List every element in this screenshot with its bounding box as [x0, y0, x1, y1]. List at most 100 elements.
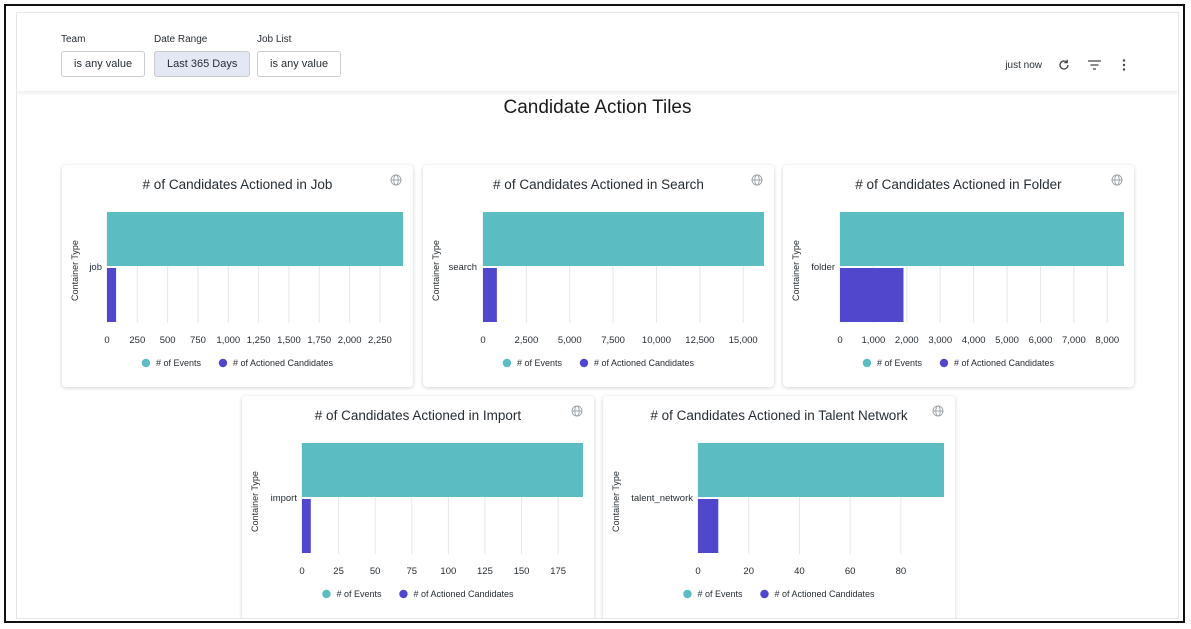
- actioned-candidates-bar[interactable]: [698, 499, 719, 553]
- x-tick-label: 1,500: [277, 335, 301, 346]
- legend-swatch: [862, 358, 872, 368]
- refresh-icon[interactable]: [1056, 57, 1072, 73]
- legend-swatch: [502, 358, 512, 368]
- y-axis-title: Container Type: [250, 471, 260, 532]
- filter-team: Team is any value: [61, 33, 146, 77]
- category-label-import: import: [271, 493, 298, 504]
- x-tick-label: 1,750: [307, 335, 331, 346]
- category-label-talent-network: talent_network: [631, 493, 693, 504]
- legend-swatch: [141, 358, 151, 368]
- filter-team-button[interactable]: is any value: [61, 51, 146, 77]
- chart-svg: # of Candidates Actioned in Folder folder…: [791, 174, 1124, 368]
- legend-item-of-actioned-candidates[interactable]: # of Actioned Candidates: [218, 358, 334, 368]
- x-tick-label: 12,500: [685, 335, 714, 346]
- category-label-search: search: [448, 262, 477, 273]
- x-tick-label: 750: [190, 335, 206, 346]
- x-tick-label: 0: [480, 335, 485, 346]
- chart-legend: # of Events # of Actioned Candidates: [862, 358, 1055, 368]
- actioned-candidates-bar[interactable]: [840, 268, 904, 322]
- chart-title: # of Candidates Actioned in Talent Netwo…: [650, 408, 907, 423]
- globe-icon[interactable]: [571, 405, 583, 417]
- category-label-job: job: [88, 262, 102, 273]
- tile-import: # of Candidates Actioned in Import import…: [242, 396, 594, 618]
- events-bar[interactable]: [107, 212, 403, 266]
- legend-label: # of Events: [156, 358, 202, 368]
- legend-label: # of Events: [517, 358, 563, 368]
- filter-date-range-label: Date Range: [154, 34, 208, 45]
- legend-swatch: [399, 589, 408, 599]
- chart-title: # of Candidates Actioned in Import: [315, 408, 522, 423]
- x-tick-label: 2,250: [368, 335, 392, 346]
- last-updated-status: just now: [1005, 59, 1042, 71]
- legend-swatch: [683, 589, 692, 599]
- dashboard-title: Candidate Action Tiles: [503, 97, 692, 118]
- chart-title: # of Candidates Actioned in Search: [493, 177, 704, 192]
- legend-item-of-actioned-candidates[interactable]: # of Actioned Candidates: [760, 589, 875, 599]
- legend-item-of-actioned-candidates[interactable]: # of Actioned Candidates: [399, 589, 514, 599]
- x-tick-label: 1,000: [216, 335, 240, 346]
- x-tick-label: 2,000: [895, 335, 919, 346]
- x-tick-label: 0: [299, 566, 304, 577]
- x-tick-label: 0: [695, 566, 700, 577]
- events-bar[interactable]: [302, 443, 583, 497]
- chart-svg: # of Candidates Actioned in Job job Contai…: [70, 174, 403, 368]
- events-bar[interactable]: [698, 443, 944, 497]
- legend-label: # of Actioned Candidates: [594, 358, 695, 368]
- legend-item-of-actioned-candidates[interactable]: # of Actioned Candidates: [939, 358, 1055, 368]
- tile-folder: # of Candidates Actioned in Folder folder…: [783, 165, 1134, 387]
- x-tick-label: 8,000: [1095, 335, 1119, 346]
- window-frame: Team is any value Date Range Last 365 Da…: [4, 4, 1185, 623]
- events-bar[interactable]: [840, 212, 1124, 266]
- toolbar: just now: [1005, 57, 1132, 73]
- y-axis-title: Container Type: [70, 240, 80, 301]
- legend-label: # of Actioned Candidates: [233, 358, 334, 368]
- chart-legend: # of Events # of Actioned Candidates: [322, 589, 514, 599]
- globe-icon[interactable]: [1111, 174, 1123, 186]
- globe-icon[interactable]: [390, 174, 402, 186]
- x-tick-label: 3,000: [928, 335, 952, 346]
- filter-job-list-label: Job List: [257, 34, 292, 45]
- legend-label: # of Events: [697, 589, 743, 599]
- filter-icon[interactable]: [1086, 57, 1102, 73]
- chart-svg: # of Candidates Actioned in Talent Netwo…: [611, 405, 944, 599]
- x-tick-label: 150: [514, 566, 530, 577]
- x-tick-label: 75: [406, 566, 417, 577]
- actioned-candidates-bar[interactable]: [483, 268, 497, 322]
- legend-label: # of Actioned Candidates: [774, 589, 875, 599]
- chart-legend: # of Events # of Actioned Candidates: [141, 358, 334, 368]
- x-tick-label: 0: [837, 335, 842, 346]
- legend-label: # of Actioned Candidates: [954, 358, 1055, 368]
- y-axis-title: Container Type: [611, 471, 621, 532]
- legend-item-of-events[interactable]: # of Events: [322, 589, 382, 599]
- globe-icon[interactable]: [751, 174, 763, 186]
- x-tick-label: 1,000: [862, 335, 886, 346]
- legend-item-of-events[interactable]: # of Events: [683, 589, 743, 599]
- x-tick-label: 2,500: [514, 335, 538, 346]
- x-tick-label: 80: [896, 566, 907, 577]
- events-bar[interactable]: [483, 212, 764, 266]
- actioned-candidates-bar[interactable]: [302, 499, 311, 553]
- chart-title: # of Candidates Actioned in Job: [143, 177, 333, 192]
- category-label-folder: folder: [811, 262, 835, 273]
- globe-icon[interactable]: [932, 405, 944, 417]
- legend-label: # of Actioned Candidates: [413, 589, 514, 599]
- x-tick-label: 10,000: [642, 335, 671, 346]
- legend-item-of-actioned-candidates[interactable]: # of Actioned Candidates: [579, 358, 695, 368]
- x-tick-label: 100: [440, 566, 456, 577]
- chart-svg: # of Candidates Actioned in Import import…: [250, 405, 583, 599]
- x-tick-label: 250: [129, 335, 145, 346]
- filter-job-list: Job List is any value: [257, 33, 342, 77]
- x-tick-label: 5,000: [995, 335, 1019, 346]
- legend-item-of-events[interactable]: # of Events: [862, 358, 923, 368]
- legend-item-of-events[interactable]: # of Events: [141, 358, 202, 368]
- actioned-candidates-bar[interactable]: [107, 268, 117, 322]
- legend-label: # of Events: [336, 589, 382, 599]
- filter-date-range-button[interactable]: Last 365 Days: [154, 51, 251, 77]
- legend-item-of-events[interactable]: # of Events: [502, 358, 563, 368]
- tile-talent-network: # of Candidates Actioned in Talent Netwo…: [603, 396, 955, 618]
- kebab-menu-icon[interactable]: [1116, 57, 1132, 73]
- x-tick-label: 7,500: [601, 335, 625, 346]
- filter-job-list-button[interactable]: is any value: [257, 51, 342, 77]
- legend-swatch: [939, 358, 949, 368]
- dashboard: Team is any value Date Range Last 365 Da…: [16, 12, 1179, 619]
